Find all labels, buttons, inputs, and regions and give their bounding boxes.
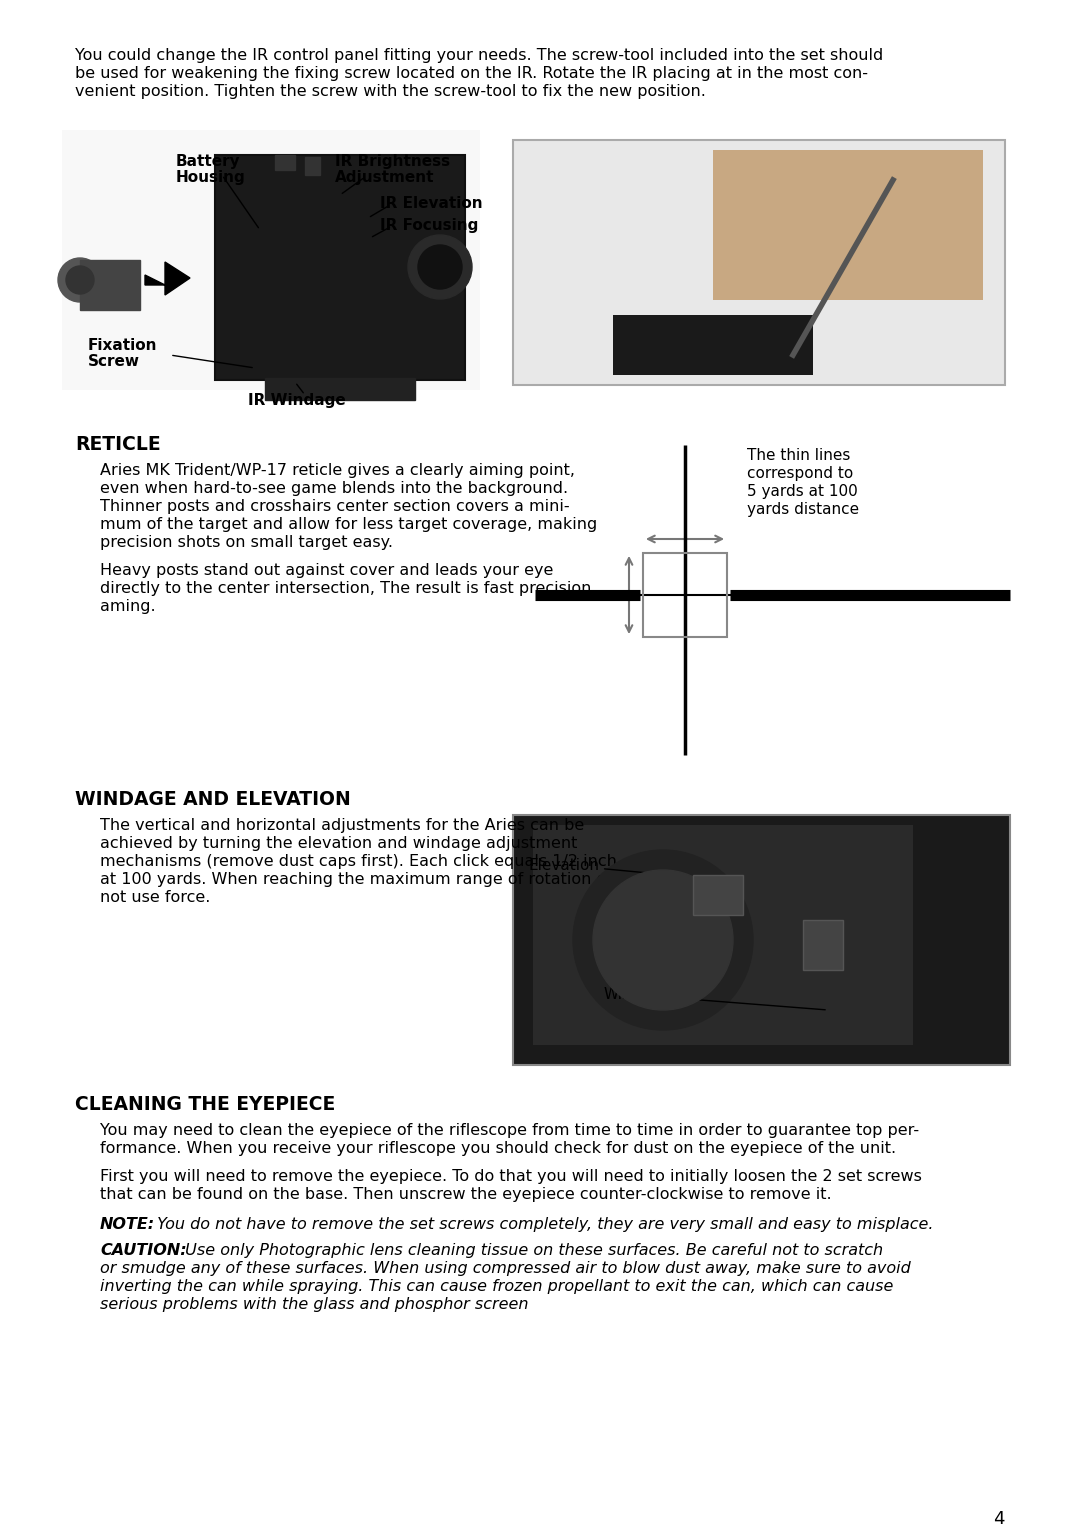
Circle shape — [573, 850, 753, 1030]
Text: serious problems with the glass and phosphor screen: serious problems with the glass and phos… — [100, 1298, 528, 1311]
Text: aming.: aming. — [100, 599, 156, 614]
Text: Windage: Windage — [603, 988, 825, 1010]
Bar — [534, 826, 913, 1045]
Text: not use force.: not use force. — [100, 890, 211, 905]
Text: that can be found on the base. Then unscrew the eyepiece counter-clockwise to re: that can be found on the base. Then unsc… — [100, 1187, 832, 1203]
Circle shape — [593, 870, 733, 1010]
Text: First you will need to remove the eyepiece. To do that you will need to initiall: First you will need to remove the eyepie… — [100, 1169, 922, 1184]
Bar — [804, 921, 843, 970]
Bar — [215, 155, 465, 380]
Text: IR Brightness: IR Brightness — [335, 155, 450, 169]
Text: directly to the center intersection, The result is fast precision: directly to the center intersection, The… — [100, 581, 592, 596]
Text: 4: 4 — [994, 1511, 1005, 1527]
Text: You could change the IR control panel fitting your needs. The screw-tool include: You could change the IR control panel fi… — [75, 47, 883, 63]
Text: WINDAGE AND ELEVATION: WINDAGE AND ELEVATION — [75, 791, 351, 809]
Bar — [62, 130, 480, 391]
Text: correspond to: correspond to — [747, 466, 853, 481]
Text: yards distance: yards distance — [747, 502, 859, 516]
Text: CLEANING THE EYEPIECE: CLEANING THE EYEPIECE — [75, 1095, 335, 1114]
Bar — [513, 139, 1005, 385]
Circle shape — [418, 245, 462, 290]
Text: Heavy posts stand out against cover and leads your eye: Heavy posts stand out against cover and … — [100, 562, 553, 578]
Bar — [265, 378, 415, 400]
Polygon shape — [145, 262, 190, 296]
Text: You do not have to remove the set screws completely, they are very small and eas: You do not have to remove the set screws… — [152, 1216, 933, 1232]
Text: NOTE:: NOTE: — [100, 1216, 156, 1232]
Text: Use only Photographic lens cleaning tissue on these surfaces. Be careful not to : Use only Photographic lens cleaning tiss… — [180, 1242, 883, 1258]
Text: Thinner posts and crosshairs center section covers a mini-: Thinner posts and crosshairs center sect… — [100, 499, 569, 515]
Text: venient position. Tighten the screw with the screw-tool to fix the new position.: venient position. Tighten the screw with… — [75, 84, 706, 100]
Text: RETICLE: RETICLE — [75, 435, 161, 453]
Text: CAUTION:: CAUTION: — [100, 1242, 187, 1258]
Text: You may need to clean the eyepiece of the riflescope from time to time in order : You may need to clean the eyepiece of th… — [100, 1123, 919, 1138]
Text: IR Focusing: IR Focusing — [380, 218, 478, 233]
Text: mum of the target and allow for less target coverage, making: mum of the target and allow for less tar… — [100, 516, 597, 532]
Text: Screw: Screw — [87, 354, 140, 369]
Circle shape — [58, 257, 102, 302]
Bar — [643, 553, 727, 637]
Text: Aries MK Trident/WP-17 reticle gives a clearly aiming point,: Aries MK Trident/WP-17 reticle gives a c… — [100, 463, 575, 478]
Text: Battery: Battery — [176, 155, 241, 169]
Bar — [275, 155, 295, 170]
Text: Adjustment: Adjustment — [335, 170, 434, 185]
Bar — [513, 815, 1010, 1065]
Bar — [80, 260, 140, 309]
Text: The vertical and horizontal adjustments for the Aries can be: The vertical and horizontal adjustments … — [100, 818, 584, 833]
Bar — [305, 156, 320, 175]
Text: achieved by turning the elevation and windage adjustment: achieved by turning the elevation and wi… — [100, 836, 578, 850]
Bar — [693, 875, 743, 915]
Text: even when hard-to-see game blends into the background.: even when hard-to-see game blends into t… — [100, 481, 568, 496]
Bar — [713, 150, 983, 300]
Text: precision shots on small target easy.: precision shots on small target easy. — [100, 535, 393, 550]
Text: or smudge any of these surfaces. When using compressed air to blow dust away, ma: or smudge any of these surfaces. When us… — [100, 1261, 910, 1276]
Text: 5 yards at 100: 5 yards at 100 — [747, 484, 858, 499]
Text: The thin lines: The thin lines — [747, 447, 850, 463]
Text: formance. When you receive your riflescope you should check for dust on the eyep: formance. When you receive your riflesco… — [100, 1141, 896, 1157]
Text: at 100 yards. When reaching the maximum range of rotation do: at 100 yards. When reaching the maximum … — [100, 872, 617, 887]
Circle shape — [408, 234, 472, 299]
Bar — [613, 316, 813, 375]
Circle shape — [66, 267, 94, 294]
Text: Elevation: Elevation — [528, 858, 720, 879]
Text: Fixation: Fixation — [87, 339, 158, 352]
Text: IR Windage: IR Windage — [248, 394, 346, 408]
Text: mechanisms (remove dust caps first). Each click equals 1/2 inch: mechanisms (remove dust caps first). Eac… — [100, 853, 617, 869]
Text: IR Elevation: IR Elevation — [380, 196, 483, 211]
Text: be used for weakening the fixing screw located on the IR. Rotate the IR placing : be used for weakening the fixing screw l… — [75, 66, 868, 81]
Text: Housing: Housing — [176, 170, 246, 185]
Text: inverting the can while spraying. This can cause frozen propellant to exit the c: inverting the can while spraying. This c… — [100, 1279, 893, 1295]
